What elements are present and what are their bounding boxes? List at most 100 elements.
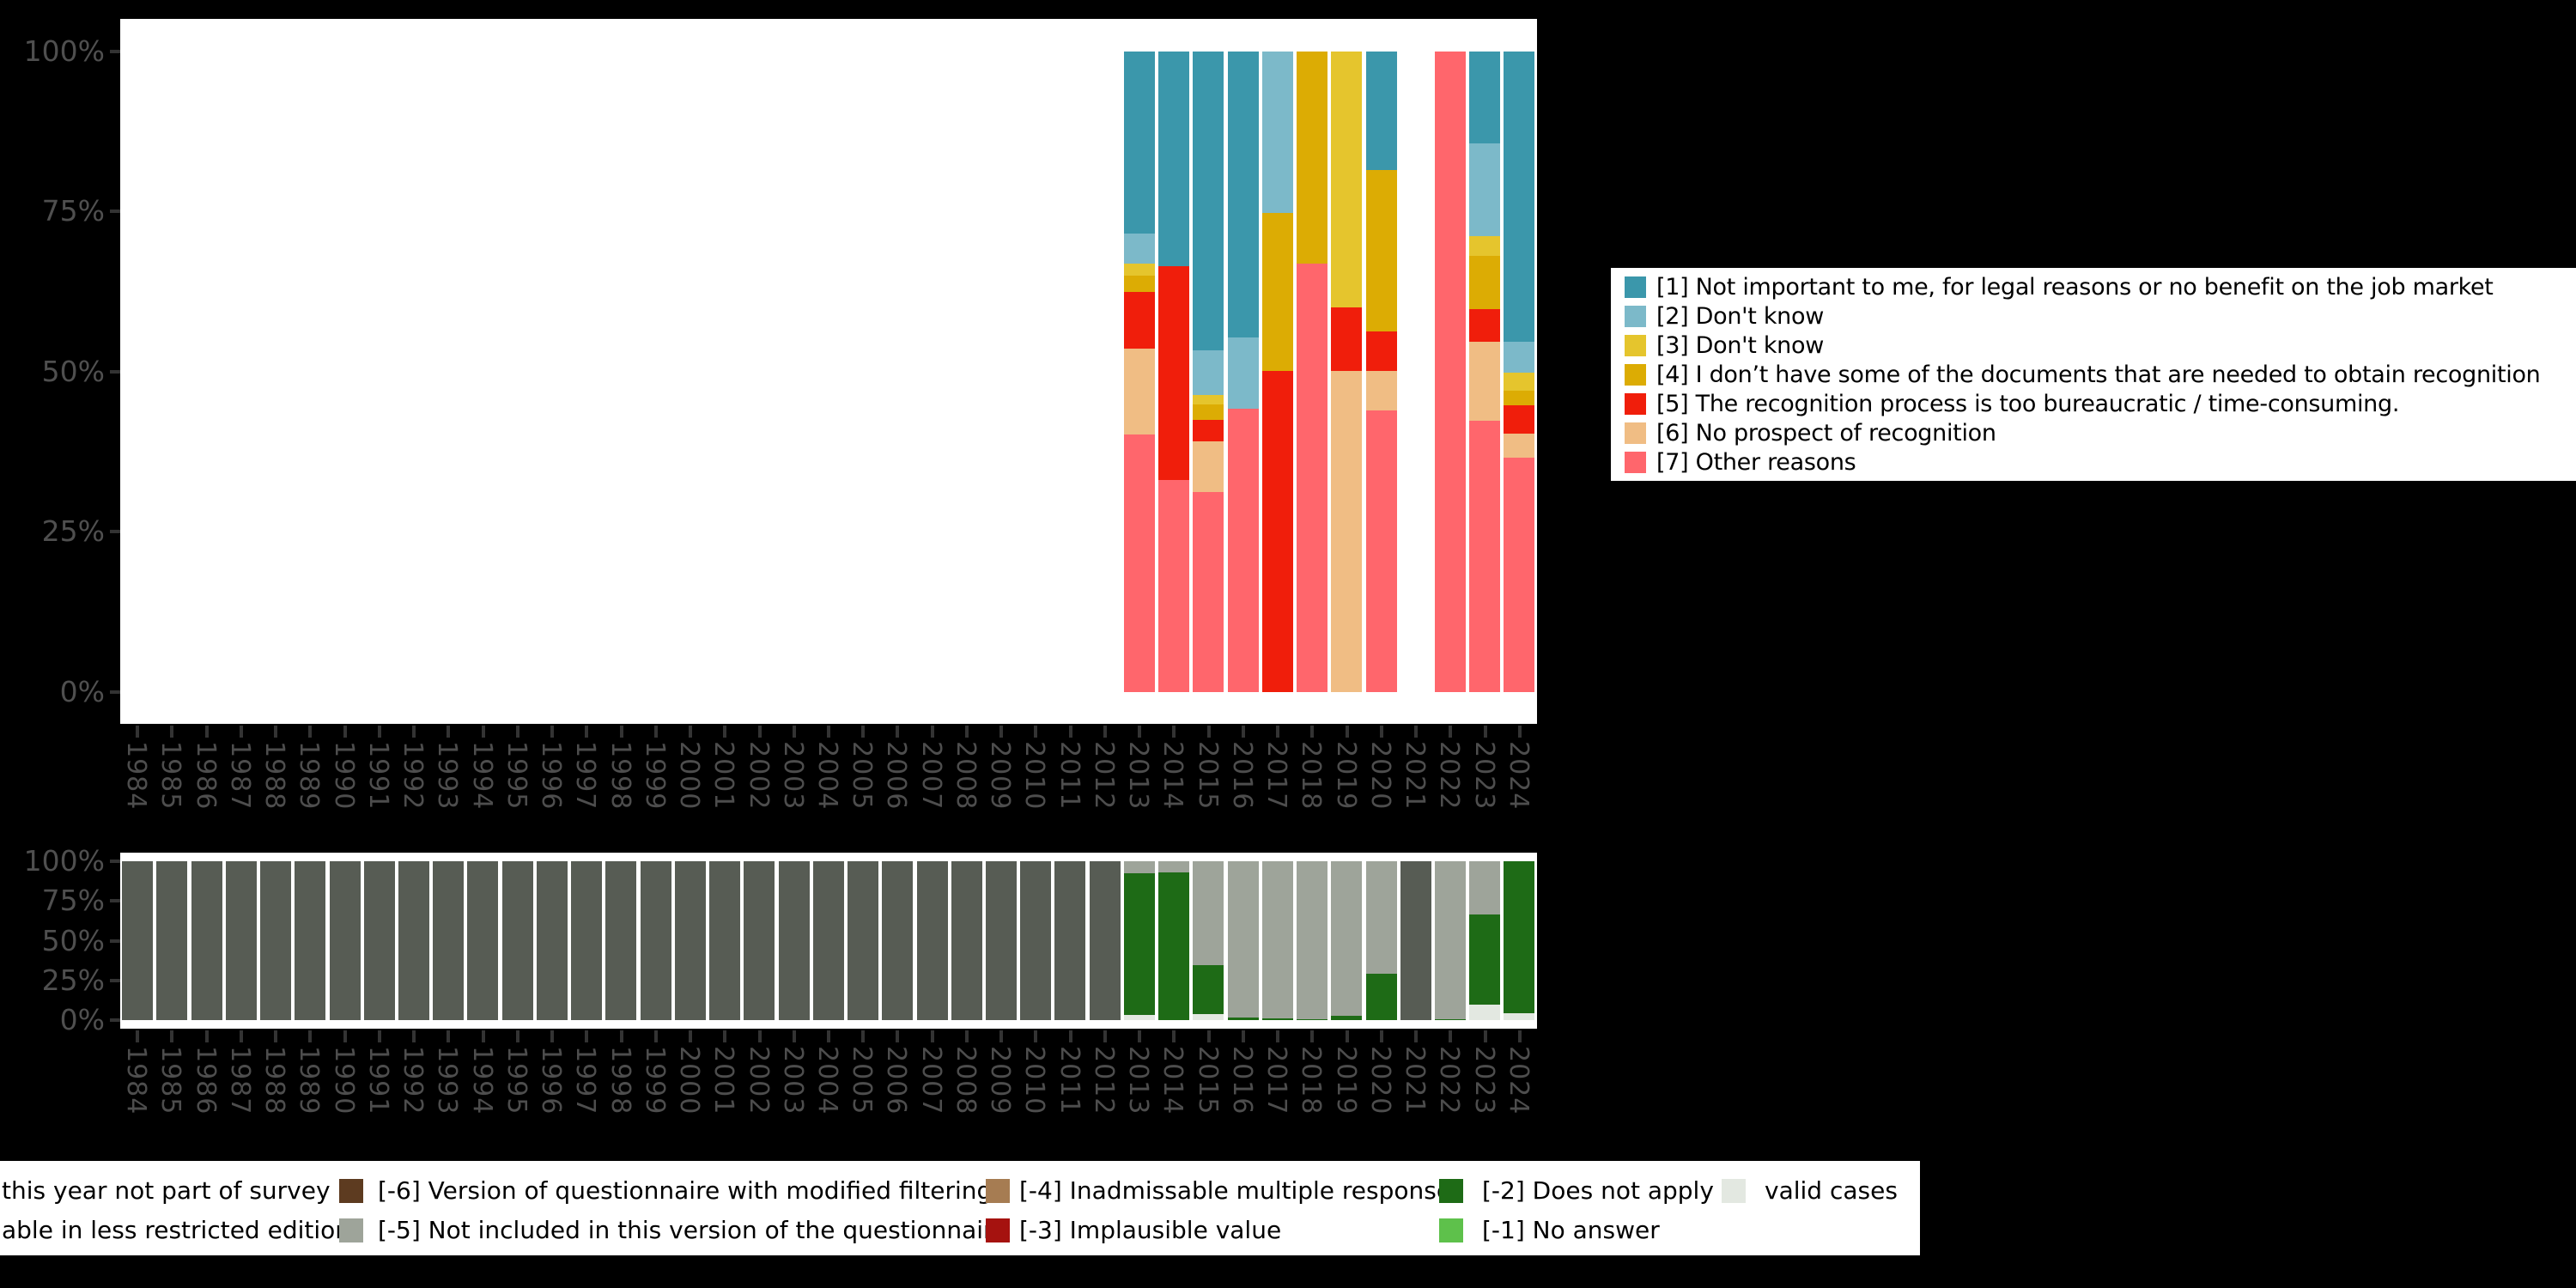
missing-year-label-2022: 2022 xyxy=(1434,1046,1465,1115)
year-slot-2007 xyxy=(914,861,949,1020)
missing-year-label-1986: 1986 xyxy=(190,1046,221,1115)
legend-swatch-icon xyxy=(1625,392,1646,415)
stacked-bar-2004 xyxy=(812,861,844,1020)
stacked-bar-1996 xyxy=(536,861,568,1020)
missing-year-label-2006: 2006 xyxy=(881,1046,912,1115)
missing-year-label-2003: 2003 xyxy=(777,1046,808,1115)
bar-segment-2009-not_part xyxy=(985,861,1017,1020)
year-slot-2011 xyxy=(1053,861,1087,1020)
bar-segment-2022--2 xyxy=(1435,1019,1467,1020)
missing-values-legend: this year not part of survey [-6] Version… xyxy=(0,1161,1920,1255)
main-year-label-2005: 2005 xyxy=(847,741,878,811)
bar-segment-2013--5 xyxy=(1123,861,1155,874)
bar-segment-2011-not_part xyxy=(1054,861,1086,1020)
missing-legend-label: [-4] Inadmissable multiple response xyxy=(1019,1176,1452,1205)
main-year-label-1995: 1995 xyxy=(501,741,532,811)
main-year-label-2010: 2010 xyxy=(1019,741,1050,811)
main-year-label-2021: 2021 xyxy=(1400,741,1431,811)
stacked-bar-1990 xyxy=(329,861,361,1020)
missing-year-label-2024: 2024 xyxy=(1503,1046,1534,1115)
main-xtick xyxy=(412,726,416,738)
stacked-bar-2024 xyxy=(1504,51,1535,692)
main-year-label-1993: 1993 xyxy=(432,741,463,811)
bar-segment-2014-5 xyxy=(1158,265,1190,480)
legend-item: [4] I don’t have some of the documents t… xyxy=(1625,361,2576,388)
bar-segment-1995-not_part xyxy=(501,861,533,1020)
main-ytick xyxy=(110,369,120,374)
stacked-bar-2006 xyxy=(882,861,914,1020)
stacked-bar-2018 xyxy=(1297,51,1328,692)
main-xtick xyxy=(619,726,623,738)
main-xtick xyxy=(1206,726,1211,738)
bar-segment-2013--2 xyxy=(1123,873,1155,1015)
year-slot-2018 xyxy=(1295,861,1329,1020)
missing-year-label-2000: 2000 xyxy=(674,1046,705,1115)
stacked-bar-2014 xyxy=(1158,51,1190,692)
missing-xtick xyxy=(1449,1030,1453,1042)
stacked-bar-2017 xyxy=(1261,51,1293,692)
legend-item-label: [5] The recognition process is too burea… xyxy=(1656,390,2400,417)
bar-segment-2018--5 xyxy=(1297,861,1328,1020)
main-ytick-label: 50% xyxy=(41,354,105,388)
main-year-label-1984: 1984 xyxy=(121,741,152,811)
missing-year-label-1991: 1991 xyxy=(362,1046,393,1115)
year-slot-2021 xyxy=(1399,861,1433,1020)
legend-item-label: [2] Don't know xyxy=(1656,302,1824,330)
year-slot-2015 xyxy=(1191,861,1225,1020)
year-slot-1990 xyxy=(327,52,361,692)
legend-swatch-icon xyxy=(1625,363,1646,386)
stacked-bar-2014 xyxy=(1158,861,1190,1020)
missing-year-label-2019: 2019 xyxy=(1330,1046,1361,1115)
bar-segment-2013-4 xyxy=(1123,275,1155,293)
missing-year-label-1998: 1998 xyxy=(605,1046,635,1115)
main-xtick xyxy=(1310,726,1315,738)
missing-xtick xyxy=(930,1030,934,1042)
bar-segment-2020-7 xyxy=(1365,410,1397,692)
main-ytick xyxy=(110,690,120,694)
stacked-bar-2024 xyxy=(1504,861,1535,1020)
bar-segment-2006-not_part xyxy=(882,861,914,1020)
bar-segment-2003-not_part xyxy=(778,861,810,1020)
missing-year-label-1995: 1995 xyxy=(501,1046,532,1115)
main-xtick xyxy=(757,726,762,738)
main-year-label-1999: 1999 xyxy=(639,741,670,811)
year-slot-2015 xyxy=(1191,51,1225,692)
stacked-bar-1988 xyxy=(260,861,292,1020)
main-xtick xyxy=(1449,726,1453,738)
missing-ytick xyxy=(110,1018,120,1022)
main-year-label-2007: 2007 xyxy=(915,741,946,811)
missing-xtick xyxy=(585,1030,589,1042)
bar-segment-2015-6 xyxy=(1193,441,1224,493)
main-ytick-label: 75% xyxy=(41,194,105,228)
main-xtick xyxy=(585,726,589,738)
missing-year-label-2014: 2014 xyxy=(1157,1046,1188,1115)
bar-segment-2004-not_part xyxy=(812,861,844,1020)
bar-segment-2016--5 xyxy=(1227,861,1259,1018)
missing-year-label-2004: 2004 xyxy=(812,1046,842,1115)
missing-year-label-1985: 1985 xyxy=(155,1046,186,1115)
year-slot-1997 xyxy=(569,861,604,1020)
bar-segment-2018-7 xyxy=(1297,263,1328,692)
year-slot-1990 xyxy=(327,861,361,1020)
stacked-bar-1997 xyxy=(571,861,603,1020)
stacked-bar-1998 xyxy=(605,861,637,1020)
bar-segment-1993-not_part xyxy=(433,861,465,1020)
legend-item-label: [1] Not important to me, for legal reaso… xyxy=(1656,273,2494,301)
year-slot-2023 xyxy=(1467,861,1502,1020)
year-slot-1988 xyxy=(258,861,293,1020)
year-slot-1994 xyxy=(465,52,500,692)
year-slot-2000 xyxy=(673,861,708,1020)
legend-item: [2] Don't know xyxy=(1625,302,2576,330)
missing-legend-label: able in less restricted edition xyxy=(2,1216,351,1244)
year-slot-1985 xyxy=(155,861,189,1020)
main-chart-bars xyxy=(120,51,1537,692)
main-xtick xyxy=(308,726,313,738)
year-slot-2002 xyxy=(742,861,776,1020)
missing-year-label-2009: 2009 xyxy=(985,1046,1016,1115)
year-slot-2006 xyxy=(880,861,914,1020)
main-year-label-2024: 2024 xyxy=(1503,741,1534,811)
stacked-bar-1995 xyxy=(501,861,533,1020)
bar-segment-1992-not_part xyxy=(398,861,429,1020)
missing-legend-swatch-icon xyxy=(1722,1179,1746,1203)
year-slot-2021 xyxy=(1399,52,1433,692)
